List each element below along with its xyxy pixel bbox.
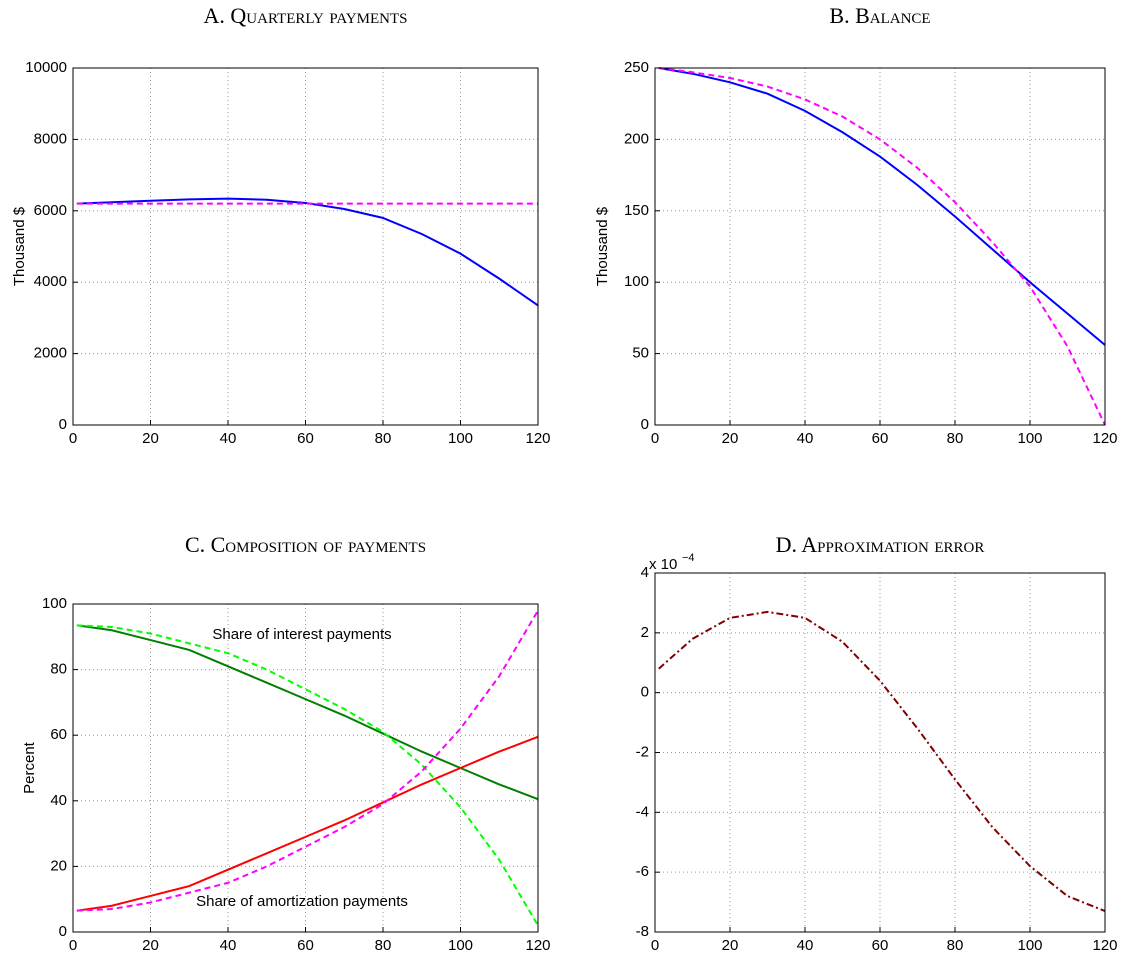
y-tick-label: 80: [50, 661, 67, 678]
chart-title: B. Balance: [829, 3, 930, 28]
y-axis-label: Percent: [21, 741, 38, 794]
x-tick-label: 40: [797, 937, 814, 954]
y-tick-label: 0: [641, 684, 649, 701]
x-tick-label: 0: [69, 430, 77, 447]
chart-title: C. Composition of payments: [185, 532, 426, 557]
y-tick-label: 100: [624, 273, 649, 290]
x-tick-label: 60: [297, 937, 314, 954]
y-tick-label: 2: [641, 624, 649, 641]
y-tick-label: -2: [636, 743, 649, 760]
y-tick-label: 10000: [25, 59, 67, 76]
x-tick-label: 20: [142, 937, 159, 954]
y-tick-label: 100: [42, 595, 67, 612]
plot-frame: [654, 572, 1106, 933]
x-tick-label: 120: [1092, 937, 1117, 954]
x-tick-label: 40: [220, 430, 237, 447]
y-tick-label: 6000: [34, 202, 67, 219]
x-tick-label: 20: [722, 430, 739, 447]
data-line: [658, 67, 1106, 426]
x-tick-label: 40: [797, 430, 814, 447]
y-tick-label: -4: [636, 803, 649, 820]
x-tick-label: 80: [375, 937, 392, 954]
x-tick-label: 60: [872, 937, 889, 954]
y-tick-label: 4000: [34, 273, 67, 290]
y-tick-label: 40: [50, 792, 67, 809]
y-tick-label: 8000: [34, 130, 67, 147]
data-line: [76, 735, 539, 912]
data-line: [76, 624, 539, 801]
x-tick-label: 100: [448, 430, 473, 447]
plot-frame: [654, 67, 1106, 426]
y-tick-label: 0: [59, 416, 67, 433]
x-tick-label: 0: [651, 937, 659, 954]
x-tick-label: 120: [525, 937, 550, 954]
data-line: [76, 624, 539, 926]
data-line: [76, 610, 539, 912]
x-tick-label: 120: [525, 430, 550, 447]
y-tick-label: 4: [641, 564, 649, 581]
x-tick-label: 80: [375, 430, 392, 447]
x-tick-label: 20: [722, 937, 739, 954]
x-tick-label: 0: [651, 430, 659, 447]
y-tick-label: 50: [632, 345, 649, 362]
data-line: [658, 67, 1106, 346]
x-tick-label: 0: [69, 937, 77, 954]
x-tick-label: 40: [220, 937, 237, 954]
y-axis-label: Thousand $: [11, 206, 28, 286]
data-line: [658, 610, 1106, 912]
chart-title: D. Approximation error: [776, 532, 985, 557]
plot-frame: [72, 603, 539, 933]
y-tick-label: 150: [624, 202, 649, 219]
x-tick-label: 120: [1092, 430, 1117, 447]
y-tick-label: -8: [636, 923, 649, 940]
y-multiplier: x 10: [649, 556, 677, 573]
data-line: [76, 197, 539, 307]
y-tick-label: 250: [624, 59, 649, 76]
chart-title: A. Quarterly payments: [204, 3, 408, 28]
y-tick-label: -6: [636, 863, 649, 880]
y-tick-label: 0: [59, 923, 67, 940]
y-tick-label: 2000: [34, 345, 67, 362]
y-multiplier-exponent: −4: [682, 552, 695, 564]
plot-frame: [72, 67, 539, 426]
x-tick-label: 60: [297, 430, 314, 447]
x-tick-label: 20: [142, 430, 159, 447]
annotation: Share of interest payments: [212, 626, 391, 643]
y-tick-label: 0: [641, 416, 649, 433]
annotation: Share of amortization payments: [196, 893, 408, 910]
y-tick-label: 20: [50, 857, 67, 874]
x-tick-label: 100: [1017, 937, 1042, 954]
x-tick-label: 80: [947, 430, 964, 447]
y-tick-label: 200: [624, 130, 649, 147]
x-tick-label: 100: [1017, 430, 1042, 447]
y-tick-label: 60: [50, 726, 67, 743]
y-axis-label: Thousand $: [594, 206, 611, 286]
x-tick-label: 80: [947, 937, 964, 954]
x-tick-label: 100: [448, 937, 473, 954]
x-tick-label: 60: [872, 430, 889, 447]
